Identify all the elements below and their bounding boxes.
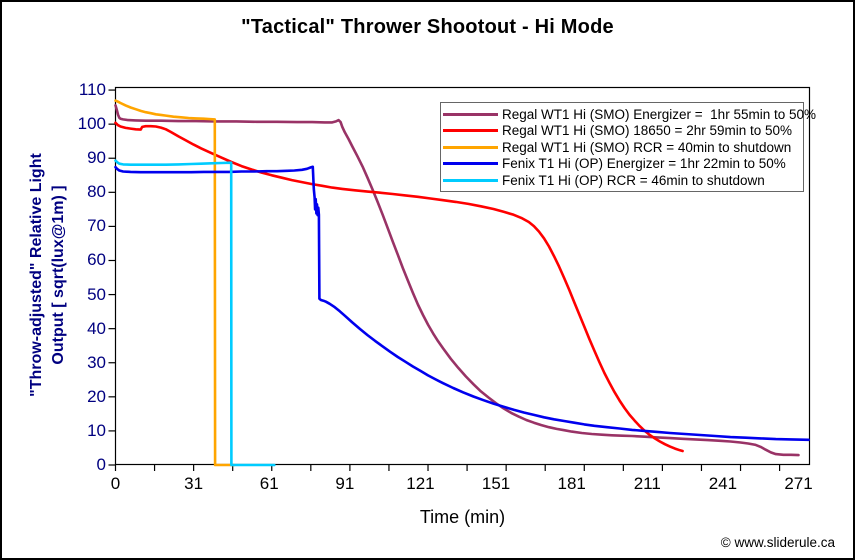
legend-label: Regal WT1 Hi (SMO) RCR = 40min to shutdo…	[502, 139, 792, 155]
series-line-4	[114, 159, 276, 467]
x-tick-label: 61	[259, 474, 279, 493]
chart-title: "Tactical" Thrower Shootout - Hi Mode	[241, 16, 614, 38]
legend-row: Regal WT1 Hi (SMO) RCR = 40min to shutdo…	[443, 140, 799, 155]
legend-label: Regal WT1 Hi (SMO) 18650 = 2hr 59min to …	[502, 123, 792, 138]
legend-line-swatch	[443, 145, 498, 149]
legend-line-swatch	[443, 178, 498, 182]
y-tick-label: 50	[87, 284, 106, 304]
y-tick-label: 80	[87, 182, 106, 202]
x-tick-label: 211	[633, 474, 661, 493]
plot-border	[114, 86, 811, 466]
x-tick-label: 271	[784, 474, 813, 493]
y-tick-label: 30	[87, 352, 106, 372]
x-tick-label: 121	[406, 474, 435, 493]
y-tick-label: 40	[87, 318, 106, 338]
x-tick-label: 151	[481, 474, 511, 493]
series-line-3	[114, 165, 810, 442]
x-tick-label: 0	[110, 474, 121, 493]
y-tick-label: 10	[87, 420, 106, 440]
series-line-0	[114, 104, 800, 457]
y-tick-label: 90	[87, 148, 106, 168]
legend-row: Regal WT1 Hi (SMO) Energizer = 1hr 55min…	[443, 107, 816, 122]
y-tick-label: 20	[87, 386, 106, 406]
series-line-2	[114, 99, 236, 467]
legend-line-swatch	[443, 162, 498, 165]
x-axis-title: Time (min)	[419, 507, 506, 527]
plot-area	[108, 86, 811, 471]
x-tick-label: 241	[708, 474, 738, 493]
x-tick-label: 91	[335, 474, 355, 493]
legend-line-swatch	[443, 112, 498, 116]
x-tick-label: 181	[557, 474, 586, 493]
y-tick-label: 110	[78, 80, 106, 100]
y-tick-label: 60	[87, 250, 106, 270]
legend: Regal WT1 Hi (SMO) Energizer = 1hr 55min…	[440, 102, 816, 192]
x-tick-label: 31	[184, 474, 204, 493]
legend-label: Fenix T1 Hi (OP) RCR = 46min to shutdown	[502, 172, 765, 188]
y-axis-title-line1: "Throw-adjusted" Relative Light	[28, 153, 45, 397]
y-tick-label: 70	[87, 216, 106, 236]
legend-row: Fenix T1 Hi (OP) RCR = 46min to shutdown	[443, 173, 799, 188]
y-tick-label: 0	[96, 455, 106, 474]
legend-label: Fenix T1 Hi (OP) Energizer = 1hr 22min t…	[502, 156, 786, 171]
copyright-watermark: © www.sliderule.ca	[720, 535, 835, 550]
y-axis-title: "Throw-adjusted" Relative Light Output […	[26, 95, 70, 455]
legend-row: Fenix T1 Hi (OP) Energizer = 1hr 22min t…	[443, 156, 799, 171]
y-tick-label: 100	[77, 114, 106, 134]
y-axis-title-line2: Output [ sqrt(lux@1m) ]	[50, 185, 67, 365]
legend-label: Regal WT1 Hi (SMO) Energizer = 1hr 55min…	[502, 106, 816, 122]
series-line-1	[114, 121, 684, 453]
legend-line-swatch	[443, 129, 498, 132]
legend-row: Regal WT1 Hi (SMO) 18650 = 2hr 59min to …	[443, 123, 799, 138]
